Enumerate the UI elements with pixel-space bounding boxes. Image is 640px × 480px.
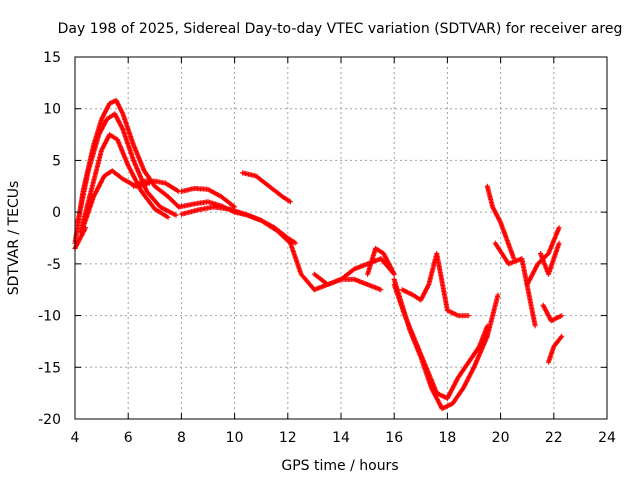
series-track-v: [540, 302, 563, 324]
data-point: [287, 199, 293, 205]
x-axis-label: GPS time / hours: [281, 458, 398, 474]
series-track-g: [178, 185, 236, 209]
series-track-p: [399, 251, 470, 319]
chart-title: Day 198 of 2025, Sidereal Day-to-day VTE…: [58, 21, 623, 37]
axis-ticks: 4 6 8 10 12 14 16 18 20 22 24 -20 -15 -10 -5 0 5 10 15: [38, 50, 616, 446]
y-tick-label: -10: [38, 309, 61, 325]
series-track-u: [545, 334, 564, 365]
x-tick-label: 10: [226, 430, 244, 446]
data-point: [484, 323, 490, 329]
y-tick-label: -20: [38, 412, 61, 428]
x-tick-label: 22: [545, 430, 563, 446]
series-track-b: [75, 111, 178, 225]
y-tick-label: -15: [38, 360, 61, 376]
data-point: [556, 225, 562, 231]
data-point: [558, 334, 564, 340]
series-track-t: [538, 242, 562, 277]
x-tick-label: 6: [124, 430, 133, 446]
series-track-o: [391, 282, 490, 401]
data-point: [165, 214, 171, 220]
y-tick-label: -5: [47, 257, 61, 273]
series-track-m: [365, 245, 397, 277]
series-track-i: [178, 204, 292, 245]
x-tick-label: 8: [177, 430, 186, 446]
data-point: [83, 225, 89, 231]
y-tick-label: 15: [43, 50, 61, 66]
x-tick-label: 24: [598, 430, 616, 446]
data-point: [391, 271, 397, 277]
y-tick-label: 0: [52, 205, 61, 221]
series-track-q: [484, 183, 516, 260]
series-track-r: [492, 240, 538, 327]
x-tick-label: 12: [279, 430, 297, 446]
x-tick-label: 14: [332, 430, 350, 446]
series-track-l: [311, 256, 396, 288]
series-track-f: [131, 178, 180, 194]
data-point: [293, 240, 299, 246]
data-point: [559, 333, 565, 339]
x-tick-label: 4: [71, 430, 80, 446]
data-point: [466, 313, 472, 319]
data-point: [556, 240, 562, 246]
x-tick-label: 16: [385, 430, 403, 446]
data-point: [559, 313, 565, 319]
data-point: [495, 292, 501, 298]
data-point: [173, 212, 179, 218]
y-tick-label: 5: [52, 153, 61, 169]
y-axis-label: SDTVAR / TECUs: [6, 181, 22, 296]
x-tick-label: 20: [492, 430, 510, 446]
x-tick-label: 18: [438, 430, 456, 446]
data-point: [532, 323, 538, 329]
data-point: [378, 287, 384, 293]
y-tick-label: 10: [43, 102, 61, 118]
data-marks: [72, 97, 565, 412]
grid: [75, 57, 607, 419]
series-track-j: [240, 170, 292, 204]
